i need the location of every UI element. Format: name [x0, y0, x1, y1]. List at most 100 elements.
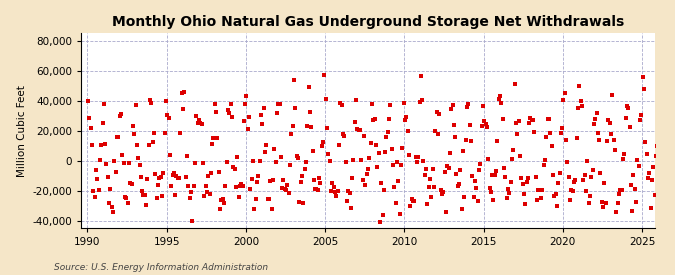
Point: [342, 199, 352, 203]
Point: [241, 94, 252, 98]
Point: [86, 143, 97, 147]
Point: [489, 173, 500, 177]
Point: [140, 203, 151, 208]
Point: [231, 185, 242, 189]
Point: [199, 193, 210, 198]
Point: [579, 172, 590, 177]
Point: [605, 132, 616, 136]
Point: [529, 130, 540, 134]
Point: [599, 181, 610, 186]
Point: [219, 200, 230, 205]
Point: [647, 178, 657, 183]
Point: [294, 200, 304, 205]
Point: [570, 178, 580, 182]
Point: [585, 194, 595, 198]
Point: [512, 132, 522, 136]
Point: [343, 189, 354, 194]
Point: [402, 128, 413, 133]
Point: [506, 157, 517, 161]
Point: [522, 176, 533, 181]
Point: [451, 172, 462, 176]
Point: [137, 189, 148, 193]
Point: [281, 188, 292, 192]
Point: [296, 174, 307, 178]
Point: [433, 132, 443, 137]
Point: [405, 204, 416, 208]
Point: [491, 169, 502, 174]
Point: [165, 153, 176, 157]
Point: [603, 118, 614, 123]
Point: [96, 143, 107, 147]
Point: [557, 126, 568, 130]
Point: [198, 161, 209, 166]
Point: [383, 130, 394, 134]
Point: [310, 187, 321, 191]
Point: [259, 106, 269, 111]
Point: [336, 103, 347, 107]
Point: [398, 101, 409, 105]
Point: [396, 163, 406, 167]
Point: [430, 129, 441, 133]
Point: [384, 117, 395, 121]
Point: [82, 98, 93, 103]
Point: [567, 188, 578, 193]
Point: [558, 98, 569, 103]
Point: [132, 143, 142, 147]
Point: [468, 194, 479, 199]
Point: [504, 191, 515, 195]
Point: [245, 187, 256, 191]
Point: [244, 115, 254, 119]
Point: [340, 160, 351, 164]
Point: [452, 184, 463, 188]
Point: [481, 125, 492, 129]
Point: [357, 178, 368, 182]
Point: [167, 173, 178, 178]
Point: [367, 102, 377, 106]
Point: [173, 176, 184, 180]
Point: [379, 188, 389, 192]
Point: [410, 155, 421, 159]
Point: [643, 176, 653, 180]
Point: [246, 177, 257, 181]
Point: [103, 174, 113, 179]
Point: [466, 139, 477, 144]
Point: [492, 139, 503, 144]
Point: [97, 120, 108, 125]
Point: [649, 192, 660, 197]
Point: [232, 155, 242, 159]
Point: [611, 210, 622, 214]
Point: [425, 177, 435, 181]
Point: [292, 154, 302, 158]
Point: [304, 109, 315, 114]
Point: [308, 178, 319, 183]
Point: [415, 74, 426, 78]
Point: [528, 118, 539, 123]
Point: [443, 166, 454, 170]
Point: [400, 118, 410, 122]
Point: [352, 126, 363, 131]
Point: [526, 118, 537, 123]
Point: [204, 191, 215, 196]
Point: [600, 201, 611, 205]
Point: [651, 154, 661, 158]
Point: [302, 123, 313, 128]
Point: [284, 191, 294, 196]
Point: [208, 135, 219, 140]
Point: [535, 188, 545, 192]
Point: [506, 180, 516, 184]
Point: [543, 117, 554, 121]
Point: [140, 193, 151, 197]
Point: [591, 111, 602, 116]
Point: [614, 191, 624, 196]
Point: [270, 160, 281, 164]
Point: [456, 207, 467, 211]
Point: [151, 196, 162, 200]
Point: [163, 116, 174, 121]
Point: [321, 97, 331, 101]
Point: [187, 218, 198, 223]
Point: [238, 119, 249, 123]
Point: [115, 112, 126, 116]
Point: [175, 131, 186, 135]
Point: [464, 123, 475, 127]
Point: [282, 183, 293, 188]
